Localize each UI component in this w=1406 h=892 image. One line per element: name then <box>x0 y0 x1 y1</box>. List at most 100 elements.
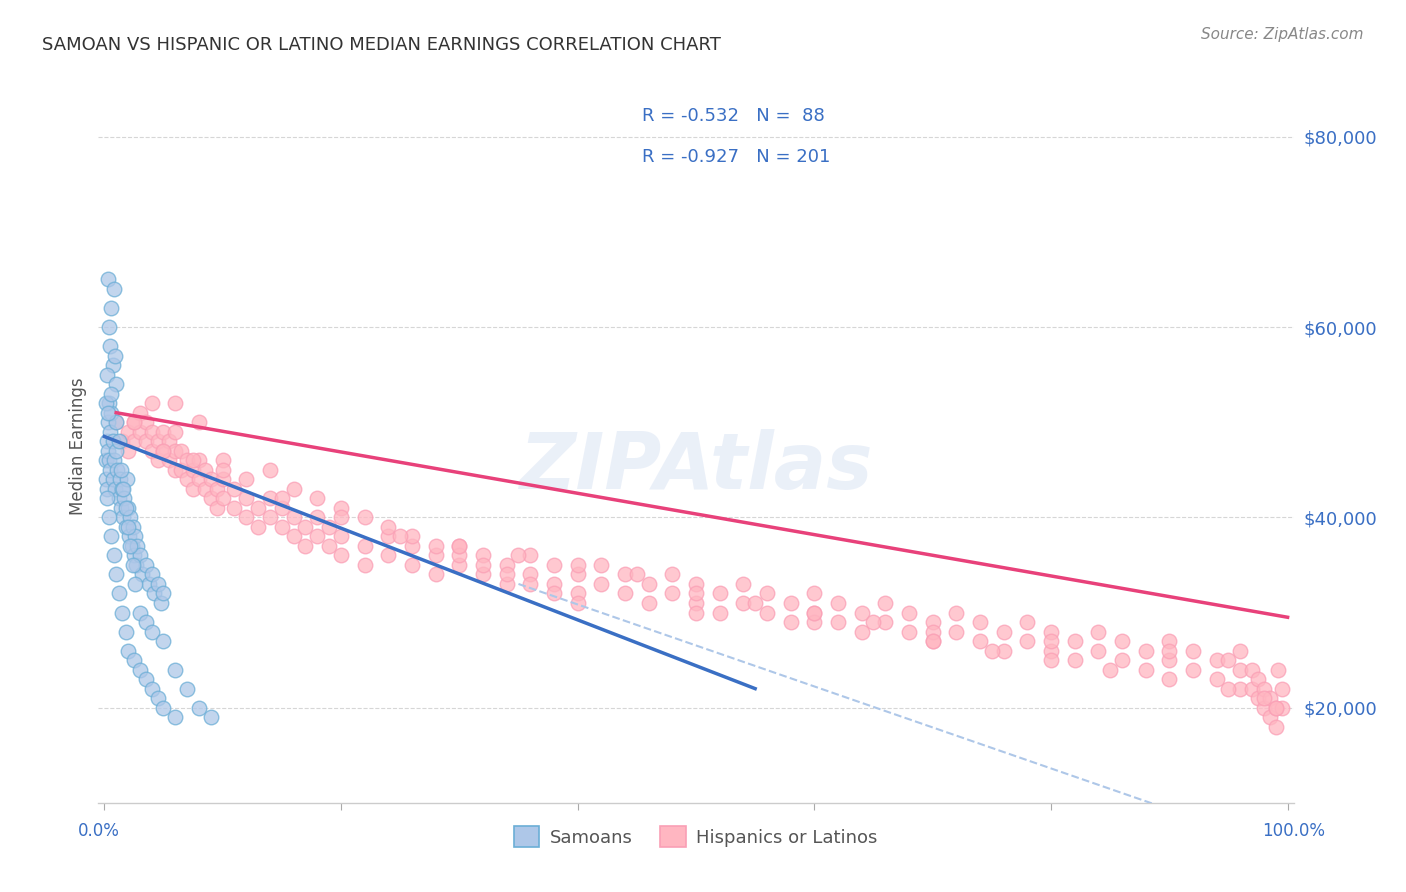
Point <box>170 463 193 477</box>
Point <box>495 567 517 582</box>
Point <box>1247 691 1270 706</box>
Point <box>128 406 150 420</box>
Point <box>1087 624 1109 639</box>
Point <box>614 586 637 600</box>
Point <box>567 567 589 582</box>
Point <box>135 415 157 429</box>
Point <box>100 301 122 315</box>
Point <box>135 558 157 572</box>
Point <box>969 615 991 629</box>
Point <box>709 586 731 600</box>
Point <box>1229 643 1251 657</box>
Point <box>131 567 153 582</box>
Point <box>135 615 157 629</box>
Point <box>120 510 142 524</box>
Point <box>170 443 193 458</box>
Point <box>98 320 121 334</box>
Point <box>94 472 117 486</box>
Point <box>472 558 495 572</box>
Point <box>1111 653 1133 667</box>
Point <box>1159 653 1181 667</box>
Point <box>128 549 150 563</box>
Point <box>104 349 127 363</box>
Point <box>1267 663 1289 677</box>
Point <box>779 615 801 629</box>
Point <box>1229 681 1251 696</box>
Point <box>165 425 187 439</box>
Point <box>661 586 683 600</box>
Point <box>211 453 233 467</box>
Point <box>993 643 1015 657</box>
Point <box>318 520 340 534</box>
Point <box>211 472 233 486</box>
Point <box>425 539 447 553</box>
Point <box>1271 681 1294 696</box>
Text: SAMOAN VS HISPANIC OR LATINO MEDIAN EARNINGS CORRELATION CHART: SAMOAN VS HISPANIC OR LATINO MEDIAN EARN… <box>42 36 721 54</box>
Point <box>188 453 211 467</box>
Point <box>107 434 129 449</box>
Point <box>176 472 198 486</box>
Point <box>111 434 134 449</box>
Point <box>111 606 134 620</box>
Point <box>101 434 124 449</box>
Point <box>114 491 136 506</box>
Point <box>1159 634 1181 648</box>
Point <box>98 510 121 524</box>
Point <box>283 482 305 496</box>
Point <box>188 472 211 486</box>
Point <box>270 520 292 534</box>
Point <box>803 606 825 620</box>
Point <box>1258 710 1281 724</box>
Point <box>114 500 136 515</box>
Point <box>94 453 117 467</box>
Point <box>224 482 246 496</box>
Point <box>330 529 353 543</box>
Point <box>176 453 198 467</box>
Point <box>117 643 139 657</box>
Point <box>1264 700 1286 714</box>
Point <box>945 624 967 639</box>
Y-axis label: Median Earnings: Median Earnings <box>69 377 87 515</box>
Point <box>128 663 150 677</box>
Point <box>122 415 145 429</box>
Point <box>107 491 129 506</box>
Point <box>152 700 174 714</box>
Point <box>283 529 305 543</box>
Point <box>101 472 124 486</box>
Point <box>200 710 222 724</box>
Point <box>472 567 495 582</box>
Point <box>637 577 659 591</box>
Point <box>803 606 825 620</box>
Point <box>921 624 943 639</box>
Point <box>425 549 447 563</box>
Point <box>121 558 143 572</box>
Point <box>124 529 146 543</box>
Point <box>744 596 766 610</box>
Point <box>97 406 120 420</box>
Point <box>98 396 121 410</box>
Point <box>803 615 825 629</box>
Point <box>980 643 1002 657</box>
Point <box>1063 653 1085 667</box>
Point <box>176 681 198 696</box>
Point <box>449 539 471 553</box>
Point <box>1247 672 1270 686</box>
Point <box>100 529 122 543</box>
Point <box>97 415 120 429</box>
Point <box>897 624 920 639</box>
Point <box>110 500 132 515</box>
Point <box>1017 634 1039 648</box>
Point <box>152 634 174 648</box>
Point <box>377 520 399 534</box>
Point <box>519 549 541 563</box>
Point <box>165 396 187 410</box>
Point <box>128 606 150 620</box>
Point <box>283 510 305 524</box>
Point <box>294 520 316 534</box>
Point <box>1253 691 1275 706</box>
Point <box>200 491 222 506</box>
Point <box>188 700 211 714</box>
Point <box>353 539 375 553</box>
Point <box>111 482 134 496</box>
Point <box>105 415 128 429</box>
